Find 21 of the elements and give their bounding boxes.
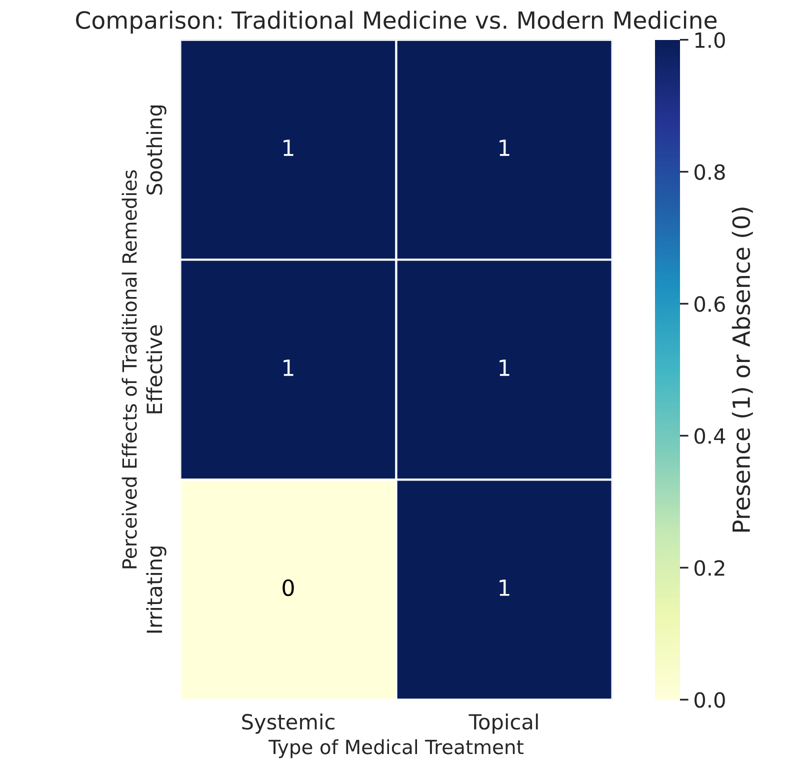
y-axis-title: Perceived Effects of Traditional Remedies [122,170,137,568]
data-label: 1 [284,140,294,156]
color-bar-title: Presence (1) or Absence (0) [732,208,753,532]
y-tick-label: Effective [146,325,162,414]
data-label: 1 [500,140,510,156]
data-label: 0 [282,579,294,596]
data-label: 1 [284,360,294,376]
data-label: 1 [500,360,510,376]
x-tick-label: Systemic [242,714,334,734]
color-bar-label: 0.6 [694,296,725,312]
color-bar-label: 0.0 [694,692,725,708]
x-axis-title: Type of Medical Treatment [268,739,524,758]
y-tick-label: Irritating [146,546,166,633]
y-tick-label: Soothing [146,106,166,195]
data-label: 1 [500,580,510,596]
color-bar-label: 0.8 [694,164,725,180]
color-bar-label: 1.0 [695,32,725,48]
chart-title: Comparison: Traditional Medicine vs. Modern Medicine [76,10,717,34]
color-bar-label: 0.4 [694,428,726,444]
color-bar-label: 0.2 [694,560,724,576]
x-tick-label: Topical [468,714,538,734]
